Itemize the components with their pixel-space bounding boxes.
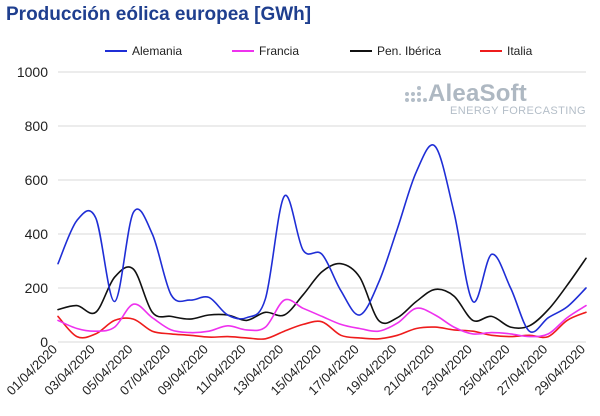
y-tick-label: 600 <box>25 172 49 188</box>
y-tick-label: 400 <box>25 226 49 242</box>
y-axis: 0 200 400 600 800 1000 <box>17 64 48 350</box>
chart-title: Producción eólica europea [GWh] <box>6 4 312 25</box>
legend-label-italia: Italia <box>507 44 533 58</box>
aleasoft-logo: AleaSoft ENERGY FORECASTING <box>398 80 598 120</box>
series-line-francia <box>57 298 587 338</box>
legend-label-francia: Francia <box>259 44 299 58</box>
y-tick-label: 800 <box>25 118 49 134</box>
gridlines <box>58 71 586 343</box>
series-line-pen-ib-rica <box>57 257 587 329</box>
series-line-alemania <box>57 144 587 333</box>
y-tick-label: 0 <box>40 334 48 350</box>
legend-label-alemania: Alemania <box>132 44 182 58</box>
x-axis: 01/04/202003/04/202005/04/202007/04/2020… <box>3 342 588 399</box>
series-lines <box>57 144 587 340</box>
series-line-italia <box>57 311 587 340</box>
legend: Alemania Francia Pen. Ibérica Italia <box>105 44 533 58</box>
logo-name: AleaSoft <box>428 80 527 107</box>
logo-dots-icon <box>405 86 427 102</box>
y-tick-label: 1000 <box>17 64 48 80</box>
y-tick-label: 200 <box>25 280 49 296</box>
logo-subtitle: ENERGY FORECASTING <box>450 105 586 117</box>
legend-label-pen-ib-rica: Pen. Ibérica <box>377 44 441 58</box>
